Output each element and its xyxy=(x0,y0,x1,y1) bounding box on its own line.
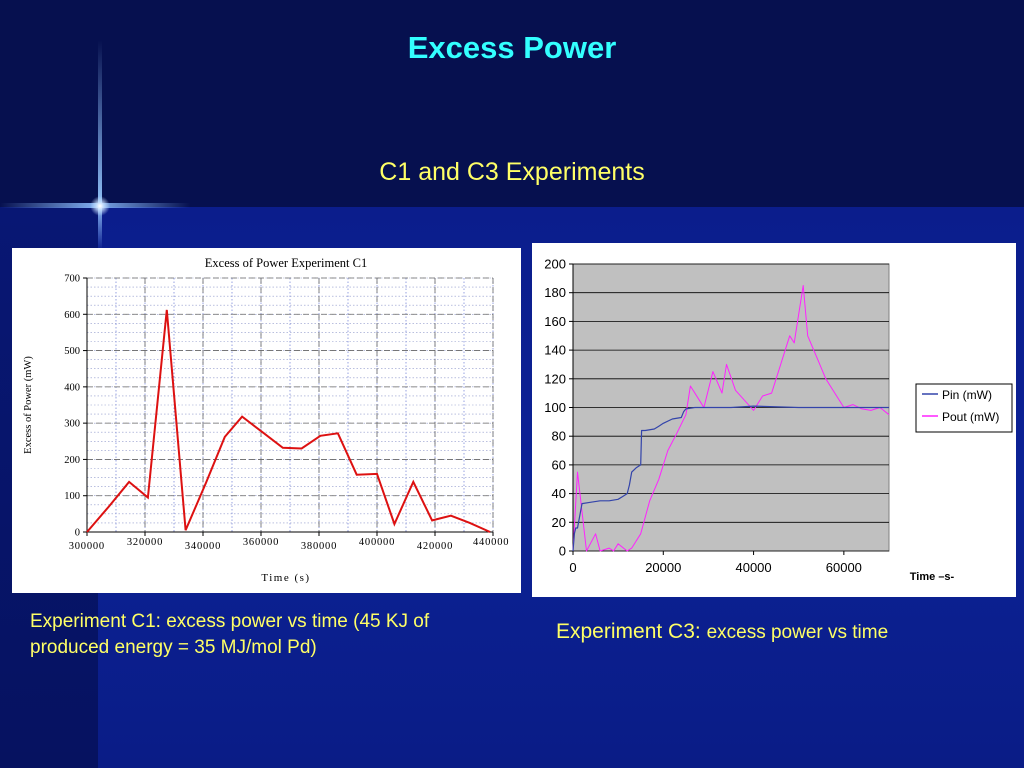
legend-label: Pin (mW) xyxy=(942,388,992,402)
series-line-pout xyxy=(572,285,890,552)
legend-label: Pout (mW) xyxy=(942,410,999,424)
x-tick-label: 420000 xyxy=(417,541,453,552)
y-axis-label: Excess of Power (mW) xyxy=(23,356,34,454)
x-tick-label: 20000 xyxy=(645,560,681,575)
y-tick-label: 700 xyxy=(64,274,80,285)
x-tick-label: 60000 xyxy=(826,560,862,575)
x-tick-label: 0 xyxy=(569,560,576,575)
y-tick-label: 0 xyxy=(559,544,566,559)
x-tick-label: 400000 xyxy=(359,537,395,548)
caption-c3: Experiment C3: excess power vs time xyxy=(556,619,1006,646)
y-tick-label: 400 xyxy=(64,382,80,393)
x-tick-label: 40000 xyxy=(735,560,771,575)
y-tick-label: 160 xyxy=(544,314,566,329)
y-tick-label: 80 xyxy=(552,429,566,444)
series-line-pin xyxy=(572,405,889,552)
x-tick-label: 320000 xyxy=(127,537,163,548)
x-axis-label: Time (s) xyxy=(261,572,310,584)
y-tick-label: 100 xyxy=(544,400,566,415)
y-tick-label: 140 xyxy=(544,343,566,358)
light-flare-core xyxy=(90,196,110,216)
x-tick-label: 440000 xyxy=(473,537,509,548)
caption-c3-rest: excess power vs time xyxy=(706,622,889,643)
chart-title: Excess of Power Experiment C1 xyxy=(205,256,367,270)
x-tick-label: 340000 xyxy=(185,541,221,552)
slide-subtitle: C1 and C3 Experiments xyxy=(379,158,645,186)
chart-c3: 0 20 40 60 80 100 120 140 160 180 200 0 20000 40000 60… xyxy=(544,257,1013,583)
y-tick-label: 300 xyxy=(64,419,80,430)
y-tick-label: 200 xyxy=(544,257,566,272)
chart-c1: 0 100 200 300 400 500 600 700 300000 320000 340000… xyxy=(23,256,509,584)
chart-panel-c1: 0 100 200 300 400 500 600 700 300000 320000 340000… xyxy=(12,248,521,593)
slide-title: Excess Power xyxy=(407,30,617,65)
y-tick-label: 120 xyxy=(544,371,566,386)
y-tick-label: 180 xyxy=(544,285,566,300)
y-tick-label: 60 xyxy=(552,457,566,472)
x-axis-label: Time –s- xyxy=(910,571,955,583)
x-tick-label: 380000 xyxy=(301,541,337,552)
legend-box xyxy=(915,383,1013,433)
series-line-c1 xyxy=(86,309,491,533)
y-tick-label: 500 xyxy=(64,346,80,357)
y-tick-label: 200 xyxy=(64,455,80,466)
chart-panel-c3: 0 20 40 60 80 100 120 140 160 180 200 0 20000 40000 60… xyxy=(532,243,1016,597)
y-tick-label: 0 xyxy=(75,528,80,539)
light-flare-vertical xyxy=(98,40,102,250)
x-tick-label: 360000 xyxy=(243,537,279,548)
caption-c1: Experiment C1: excess power vs time (45 … xyxy=(30,611,430,658)
y-tick-label: 40 xyxy=(552,486,566,501)
x-tick-label: 300000 xyxy=(69,541,105,552)
y-tick-label: 20 xyxy=(552,515,566,530)
y-tick-label: 100 xyxy=(64,491,80,502)
caption-c3-lead: Experiment C3: xyxy=(556,620,707,643)
y-tick-label: 600 xyxy=(64,310,80,321)
